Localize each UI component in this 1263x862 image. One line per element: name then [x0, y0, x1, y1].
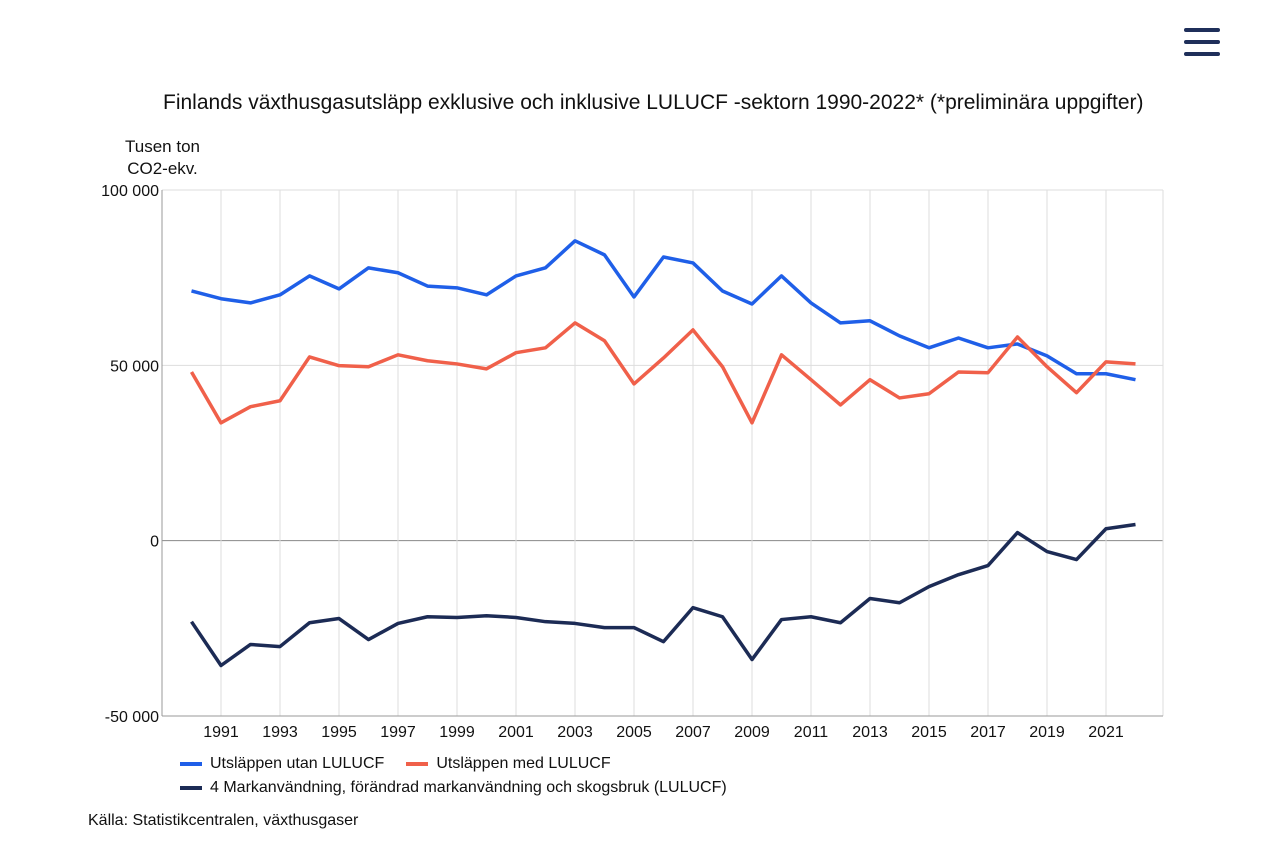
x-tick-label: 1995	[321, 724, 357, 741]
series-line-1	[189, 321, 1136, 425]
legend-label: Utsläppen utan LULUCF	[210, 755, 385, 772]
x-tick-label: 2021	[1088, 724, 1124, 741]
x-tick-label: 2015	[911, 724, 947, 741]
series-line-2	[190, 522, 1136, 668]
x-tick-label: 1997	[380, 724, 416, 741]
x-tick-label: 1991	[203, 724, 239, 741]
legend-label: 4 Markanvändning, förändrad markanvändni…	[210, 779, 727, 796]
x-tick-label: 1993	[262, 724, 298, 741]
x-tick-label: 2019	[1029, 724, 1065, 741]
x-tick-label: 2005	[616, 724, 652, 741]
y-tick-label: 100 000	[101, 183, 159, 200]
legend-swatch	[180, 786, 202, 790]
x-tick-label: 2009	[734, 724, 770, 741]
legend-item-0: Utsläppen utan LULUCF	[180, 752, 384, 776]
series-line-0	[191, 239, 1136, 382]
legend-item-1: Utsläppen med LULUCF	[406, 752, 611, 776]
legend-swatch	[180, 762, 202, 766]
legend-item-2: 4 Markanvändning, förändrad markanvändni…	[180, 776, 727, 800]
source-note: Källa: Statistikcentralen, växthusgaser	[88, 812, 359, 829]
y-axis-label: Tusen ton CO2-ekv.	[125, 137, 200, 178]
x-tick-label: 2017	[970, 724, 1006, 741]
y-tick-label: -50 000	[105, 709, 159, 726]
x-tick-label: 1999	[439, 724, 475, 741]
x-tick-label: 2001	[498, 724, 534, 741]
legend-label: Utsläppen med LULUCF	[436, 755, 611, 772]
y-tick-label: 0	[150, 534, 159, 551]
chart-title: Finlands växthusgasutsläpp exklusive och…	[163, 91, 1144, 114]
x-tick-label: 2011	[794, 724, 829, 741]
y-tick-label: 50 000	[110, 358, 159, 375]
legend-swatch	[406, 762, 429, 766]
x-tick-label: 2007	[675, 724, 711, 741]
hamburger-menu-icon[interactable]	[1184, 28, 1220, 56]
legend: Utsläppen utan LULUCF Utsläppen med LULUC…	[180, 752, 749, 800]
x-tick-label: 2003	[557, 724, 593, 741]
x-tick-label: 2013	[852, 724, 888, 741]
